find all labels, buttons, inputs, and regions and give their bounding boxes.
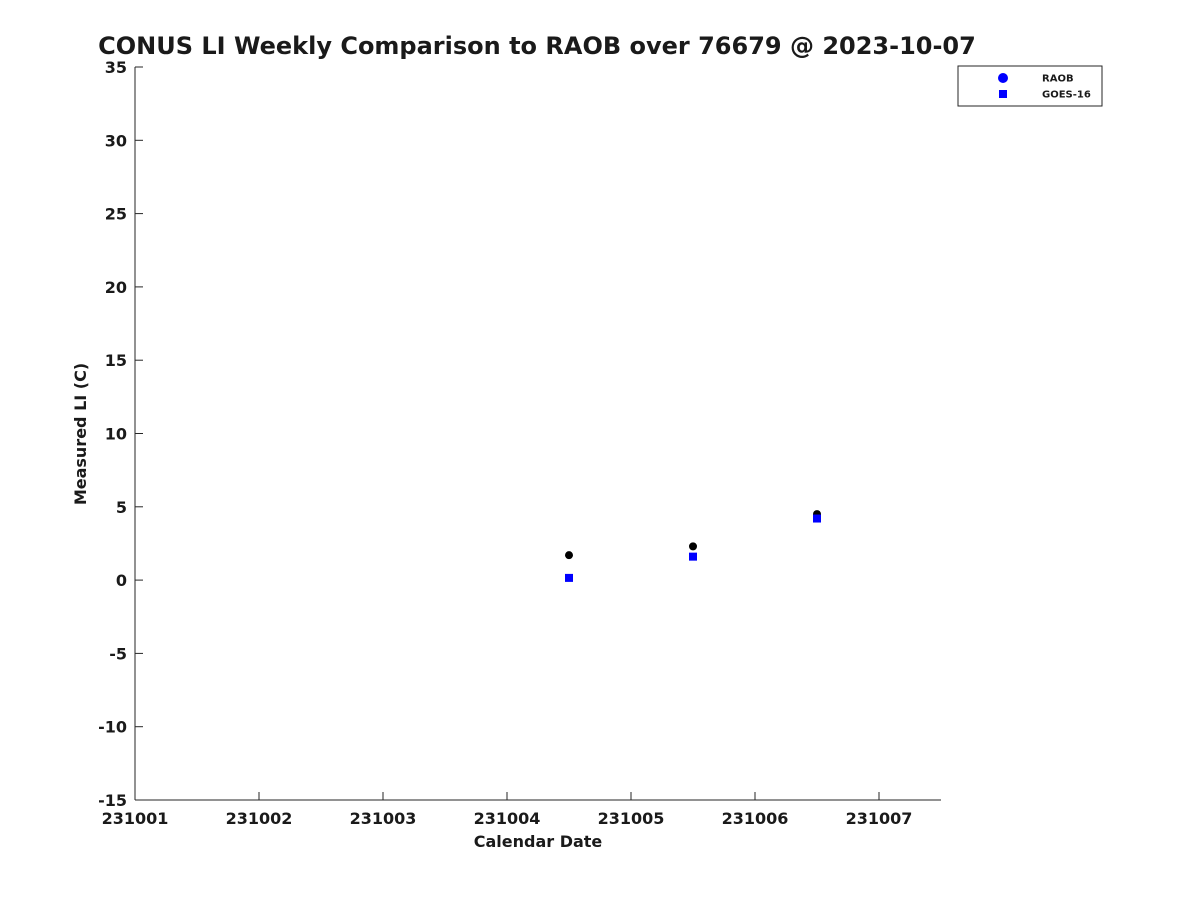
x-tick-label: 231002 [226,809,293,828]
y-tick-label: 15 [105,351,127,370]
x-axis-label: Calendar Date [474,832,603,851]
legend-box [957,65,1103,107]
x-tick-label: 231006 [722,809,789,828]
x-tick-label: 231004 [474,809,541,828]
legend-raob-label: RAOB [1042,74,1074,85]
legend-goes-marker [999,90,1007,98]
y-tick-label: 5 [116,498,127,517]
legend: RAOB GOES-16 [957,65,1103,107]
x-tick-label: 231005 [598,809,665,828]
goes-16-point [813,514,821,523]
y-tick-label: 25 [105,205,127,224]
y-tick-label: -5 [109,644,127,663]
chart-title: CONUS LI Weekly Comparison to RAOB over … [98,32,976,60]
legend-goes-label: GOES-16 [1042,90,1091,101]
goes-16-point [689,552,697,561]
data-points [565,510,821,582]
y-tick-label: 20 [105,278,127,297]
y-tick-label: -15 [98,791,127,810]
goes-16-point [565,573,573,582]
y-tick-label: -10 [98,718,127,737]
legend-raob-marker [998,73,1008,83]
y-axis-label: Measured LI (C) [71,363,90,505]
raob-point [565,551,573,560]
x-tick-label: 231007 [846,809,913,828]
x-axis-ticks: 231001 231002 231003 231004 231005 231006 2310… [102,792,913,828]
y-tick-label: 10 [105,425,127,444]
y-tick-label: 35 [105,58,127,77]
x-tick-label: 231003 [350,809,417,828]
raob-point [689,542,697,551]
y-axis-ticks: -15 -10 -5 0 5 10 15 20 25 30 35 [98,58,143,810]
y-tick-label: 0 [116,571,127,590]
y-tick-label: 30 [105,131,127,150]
x-tick-label: 231001 [102,809,169,828]
